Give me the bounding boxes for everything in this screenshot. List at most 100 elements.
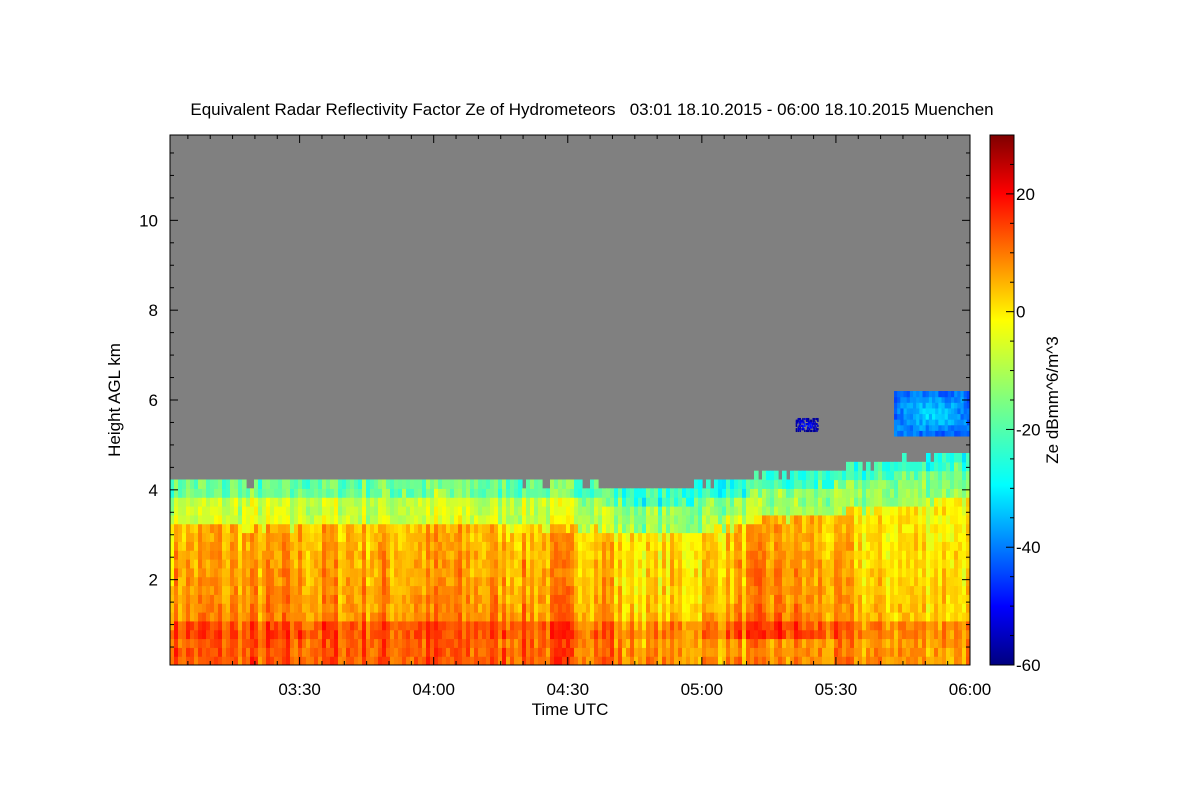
heatmap-cell xyxy=(874,532,879,542)
heatmap-cell xyxy=(306,585,311,595)
heatmap-cell xyxy=(290,603,295,613)
heatmap-cell xyxy=(894,497,899,507)
heatmap-cell xyxy=(370,603,375,613)
heatmap-cell xyxy=(538,656,543,665)
heatmap-cell xyxy=(554,629,559,640)
heatmap-cell xyxy=(230,514,235,525)
heatmap-cell xyxy=(882,603,887,613)
heatmap-cell xyxy=(178,585,183,595)
heatmap-cell xyxy=(706,559,711,569)
heatmap-cell xyxy=(170,620,175,631)
heatmap-cell xyxy=(838,497,843,507)
heatmap-cell xyxy=(910,506,915,516)
heatmap-cell xyxy=(282,629,287,640)
heatmap-cell xyxy=(342,541,347,551)
heatmap-cell xyxy=(658,550,663,560)
elevated-layer-cell xyxy=(906,430,911,437)
elevated-layer-cell xyxy=(906,391,911,398)
heatmap-cell xyxy=(410,567,415,578)
heatmap-cell xyxy=(242,612,247,622)
heatmap-cell xyxy=(490,514,495,525)
heatmap-cell xyxy=(218,514,223,525)
heatmap-cell xyxy=(502,532,507,542)
heatmap-cell xyxy=(850,523,855,534)
heatmap-cell xyxy=(266,479,271,489)
heatmap-cell xyxy=(490,488,495,498)
heatmap-cell xyxy=(170,567,175,578)
heatmap-cell xyxy=(190,532,195,542)
heatmap-cell xyxy=(790,479,795,489)
elevated-layer-cell xyxy=(800,421,802,424)
heatmap-cell xyxy=(934,514,939,525)
heatmap-cell xyxy=(526,594,531,604)
elevated-layer-cell xyxy=(812,421,814,424)
heatmap-cell xyxy=(498,541,503,551)
heatmap-cell xyxy=(910,629,915,640)
heatmap-cell xyxy=(406,523,411,534)
heatmap-cell xyxy=(410,576,415,587)
heatmap-cell xyxy=(930,523,935,534)
heatmap-cell xyxy=(794,656,799,665)
heatmap-cell xyxy=(302,559,307,569)
heatmap-cell xyxy=(550,620,555,631)
heatmap-cell xyxy=(462,647,467,657)
heatmap-cell xyxy=(518,656,523,665)
heatmap-cell xyxy=(514,497,519,507)
heatmap-cell xyxy=(818,638,823,648)
heatmap-cell xyxy=(354,567,359,578)
heatmap-cell xyxy=(306,594,311,604)
heatmap-cell xyxy=(914,470,919,481)
heatmap-cell xyxy=(418,576,423,587)
heatmap-cell xyxy=(386,629,391,640)
heatmap-cell xyxy=(886,594,891,604)
heatmap-cell xyxy=(946,576,951,587)
heatmap-cell xyxy=(690,603,695,613)
heatmap-cell xyxy=(474,603,479,613)
heatmap-cell xyxy=(490,647,495,657)
heatmap-cell xyxy=(930,620,935,631)
heatmap-cell xyxy=(542,567,547,578)
heatmap-cell xyxy=(554,647,559,657)
heatmap-cell xyxy=(898,585,903,595)
heatmap-cell xyxy=(290,541,295,551)
heatmap-cell xyxy=(394,488,399,498)
heatmap-cell xyxy=(714,567,719,578)
elevated-layer-cell xyxy=(957,413,962,420)
heatmap-cell xyxy=(786,532,791,542)
heatmap-cell xyxy=(818,532,823,542)
heatmap-cell xyxy=(738,656,743,665)
heatmap-cell xyxy=(482,638,487,648)
heatmap-cell xyxy=(690,523,695,534)
heatmap-cell xyxy=(330,514,335,525)
heatmap-cell xyxy=(906,629,911,640)
heatmap-cell xyxy=(866,559,871,569)
heatmap-cell xyxy=(430,612,435,622)
heatmap-cell xyxy=(182,585,187,595)
heatmap-cell xyxy=(674,541,679,551)
heatmap-cell xyxy=(486,612,491,622)
heatmap-cell xyxy=(374,594,379,604)
heatmap-cell xyxy=(786,647,791,657)
elevated-layer-cell xyxy=(947,413,952,420)
heatmap-cell xyxy=(358,506,363,516)
heatmap-cell xyxy=(446,559,451,569)
heatmap-cell xyxy=(214,612,219,622)
heatmap-cell xyxy=(866,638,871,648)
heatmap-cell xyxy=(754,620,759,631)
elevated-layer-cell xyxy=(797,417,800,421)
heatmap-cell xyxy=(894,629,899,640)
heatmap-cell xyxy=(274,638,279,648)
heatmap-cell xyxy=(814,656,819,665)
heatmap-cell xyxy=(282,506,287,516)
heatmap-cell xyxy=(202,567,207,578)
heatmap-cell xyxy=(926,612,931,622)
heatmap-cell xyxy=(710,585,715,595)
heatmap-cell xyxy=(926,656,931,665)
heatmap-cell xyxy=(830,585,835,595)
heatmap-cell xyxy=(174,620,179,631)
heatmap-cell xyxy=(870,612,875,622)
heatmap-cell xyxy=(458,576,463,587)
heatmap-cell xyxy=(190,638,195,648)
heatmap-cell xyxy=(370,647,375,657)
